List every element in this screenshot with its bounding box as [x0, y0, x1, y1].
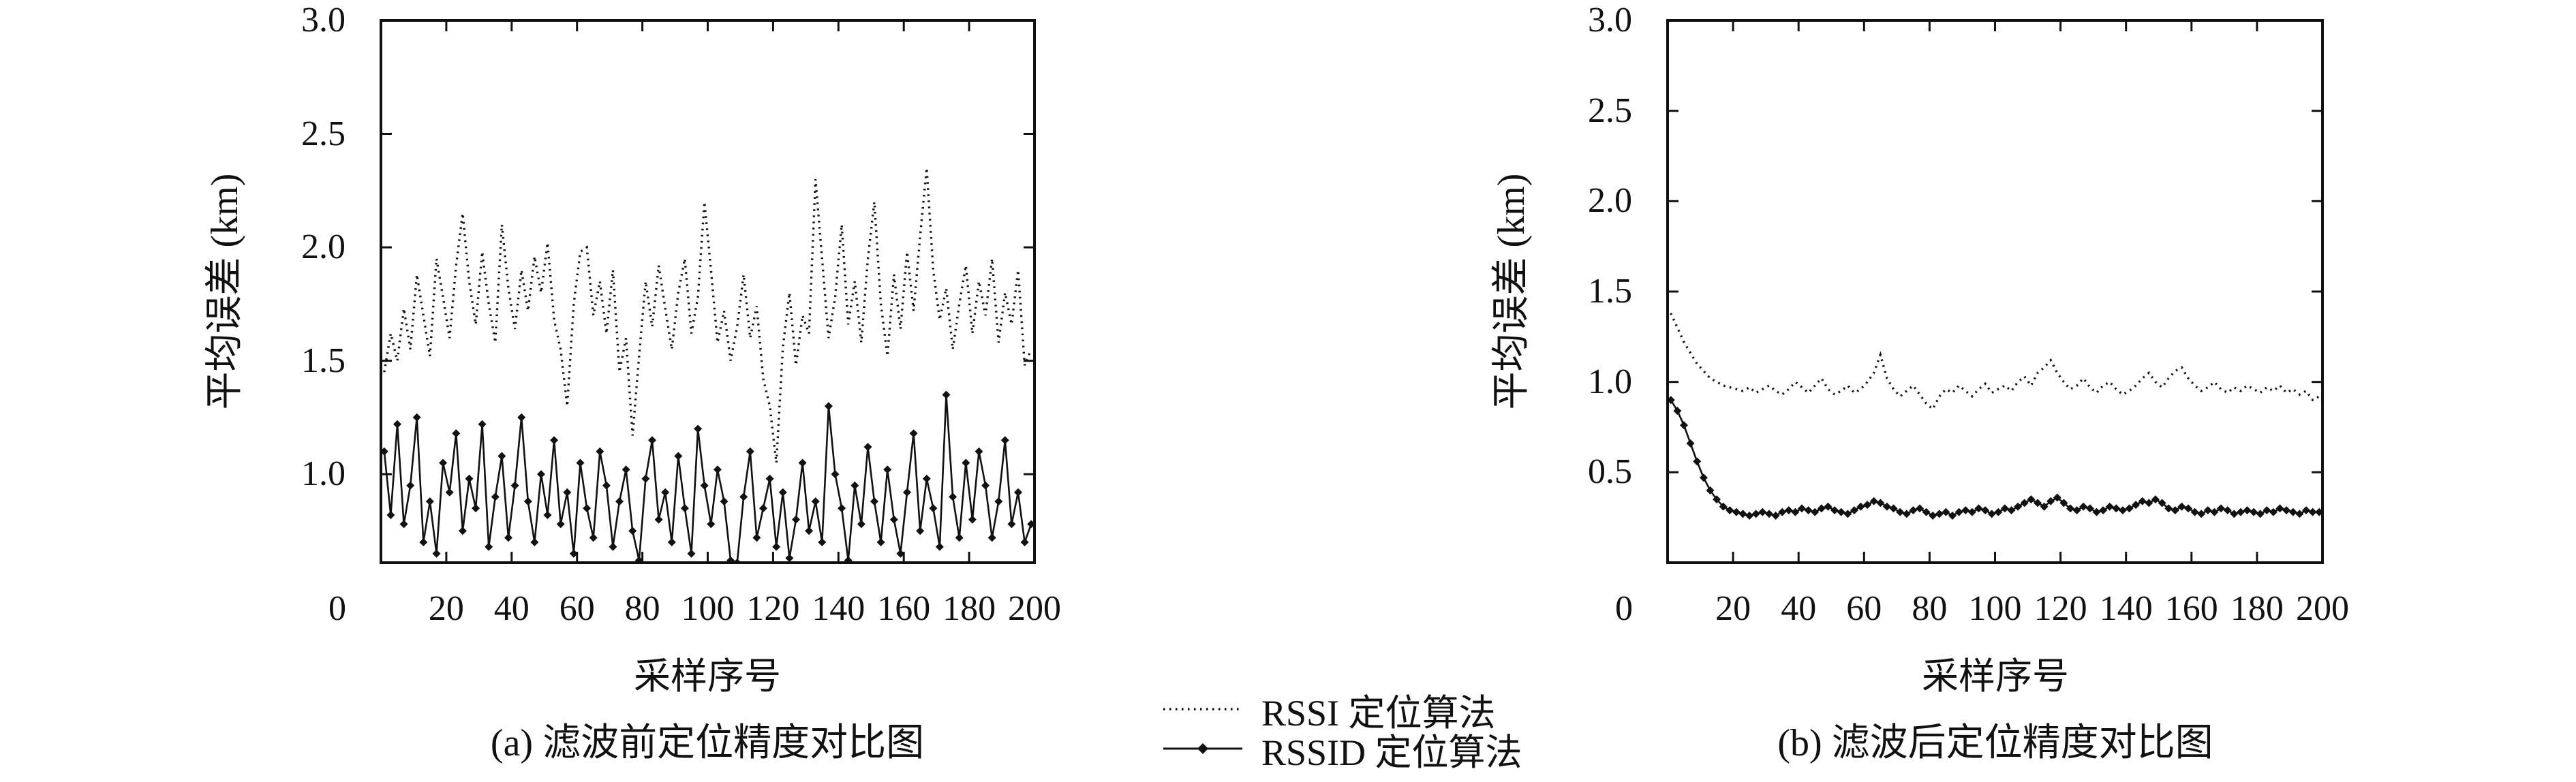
x-tick-label: 60	[559, 589, 595, 628]
y-tick-label: 3.0	[1588, 1, 1632, 40]
x-tick-label: 100	[1968, 589, 2022, 628]
x-tick-label: 80	[624, 589, 660, 628]
plot-border	[1666, 19, 2324, 564]
x-tick-label: 180	[2230, 589, 2284, 628]
x-tick-label: 0	[328, 589, 346, 628]
x-tick-label: 0	[1615, 589, 1633, 628]
series-rssid-line	[383, 394, 1032, 564]
legend-dotted-line-icon	[1163, 708, 1242, 710]
x-tick-label: 160	[877, 589, 931, 628]
y-tick-label: 0.5	[1588, 452, 1632, 492]
x-tick-label: 200	[2296, 589, 2349, 628]
x-tick-label: 40	[493, 589, 530, 628]
y-tick-label: 1.5	[301, 341, 346, 380]
legend-row-rssi: RSSI 定位算法	[1162, 689, 1522, 734]
legend-solid-line-icon	[1163, 743, 1242, 754]
chart-a-plot	[380, 19, 1036, 564]
chart-b-x-axis-label: 采样序号	[1922, 656, 2069, 697]
series-rssid-markers	[1666, 396, 2324, 520]
y-tick-label: 2.0	[301, 228, 346, 267]
series-rssi-line	[1670, 313, 2320, 411]
y-tick-label: 2.5	[1588, 91, 1632, 130]
y-tick-label: 1.0	[301, 454, 346, 494]
chart-b-caption: (b) 滤波后定位精度对比图	[1777, 722, 2213, 764]
series-rssi-line	[383, 168, 1032, 463]
y-tick-label: 1.5	[1588, 272, 1632, 311]
y-tick-label: 2.5	[301, 114, 346, 153]
y-tick-label: 3.0	[301, 1, 346, 40]
chart-a-y-axis-label: 平均误差 (km)	[204, 173, 246, 410]
legend-label-rssid: RSSID 定位算法	[1261, 732, 1522, 773]
y-tick-label: 2.0	[1588, 181, 1632, 221]
chart-a-caption: (a) 滤波前定位精度对比图	[490, 722, 925, 764]
x-tick-label: 80	[1912, 589, 1948, 628]
x-tick-label: 40	[1781, 589, 1817, 628]
x-tick-label: 180	[942, 589, 996, 628]
legend-label-rssi: RSSI 定位算法	[1261, 692, 1496, 734]
x-tick-label: 140	[812, 589, 865, 628]
x-tick-label: 120	[2034, 589, 2087, 628]
x-tick-label: 140	[2099, 589, 2153, 628]
x-tick-label: 20	[428, 589, 464, 628]
x-tick-label: 60	[1846, 589, 1882, 628]
x-tick-label: 200	[1008, 589, 1061, 628]
x-tick-label: 120	[746, 589, 800, 628]
y-tick-label: 1.0	[1588, 362, 1632, 401]
x-tick-label: 160	[2164, 589, 2218, 628]
chart-b-plot	[1666, 19, 2324, 564]
chart-a-x-axis-label: 采样序号	[634, 656, 781, 697]
x-tick-label: 20	[1715, 589, 1751, 628]
x-tick-label: 100	[681, 589, 735, 628]
series-rssid-line	[1670, 399, 2320, 517]
legend-row-rssid: RSSID 定位算法	[1162, 729, 1522, 773]
legend: RSSI 定位算法 RSSID 定位算法	[1162, 689, 1522, 773]
